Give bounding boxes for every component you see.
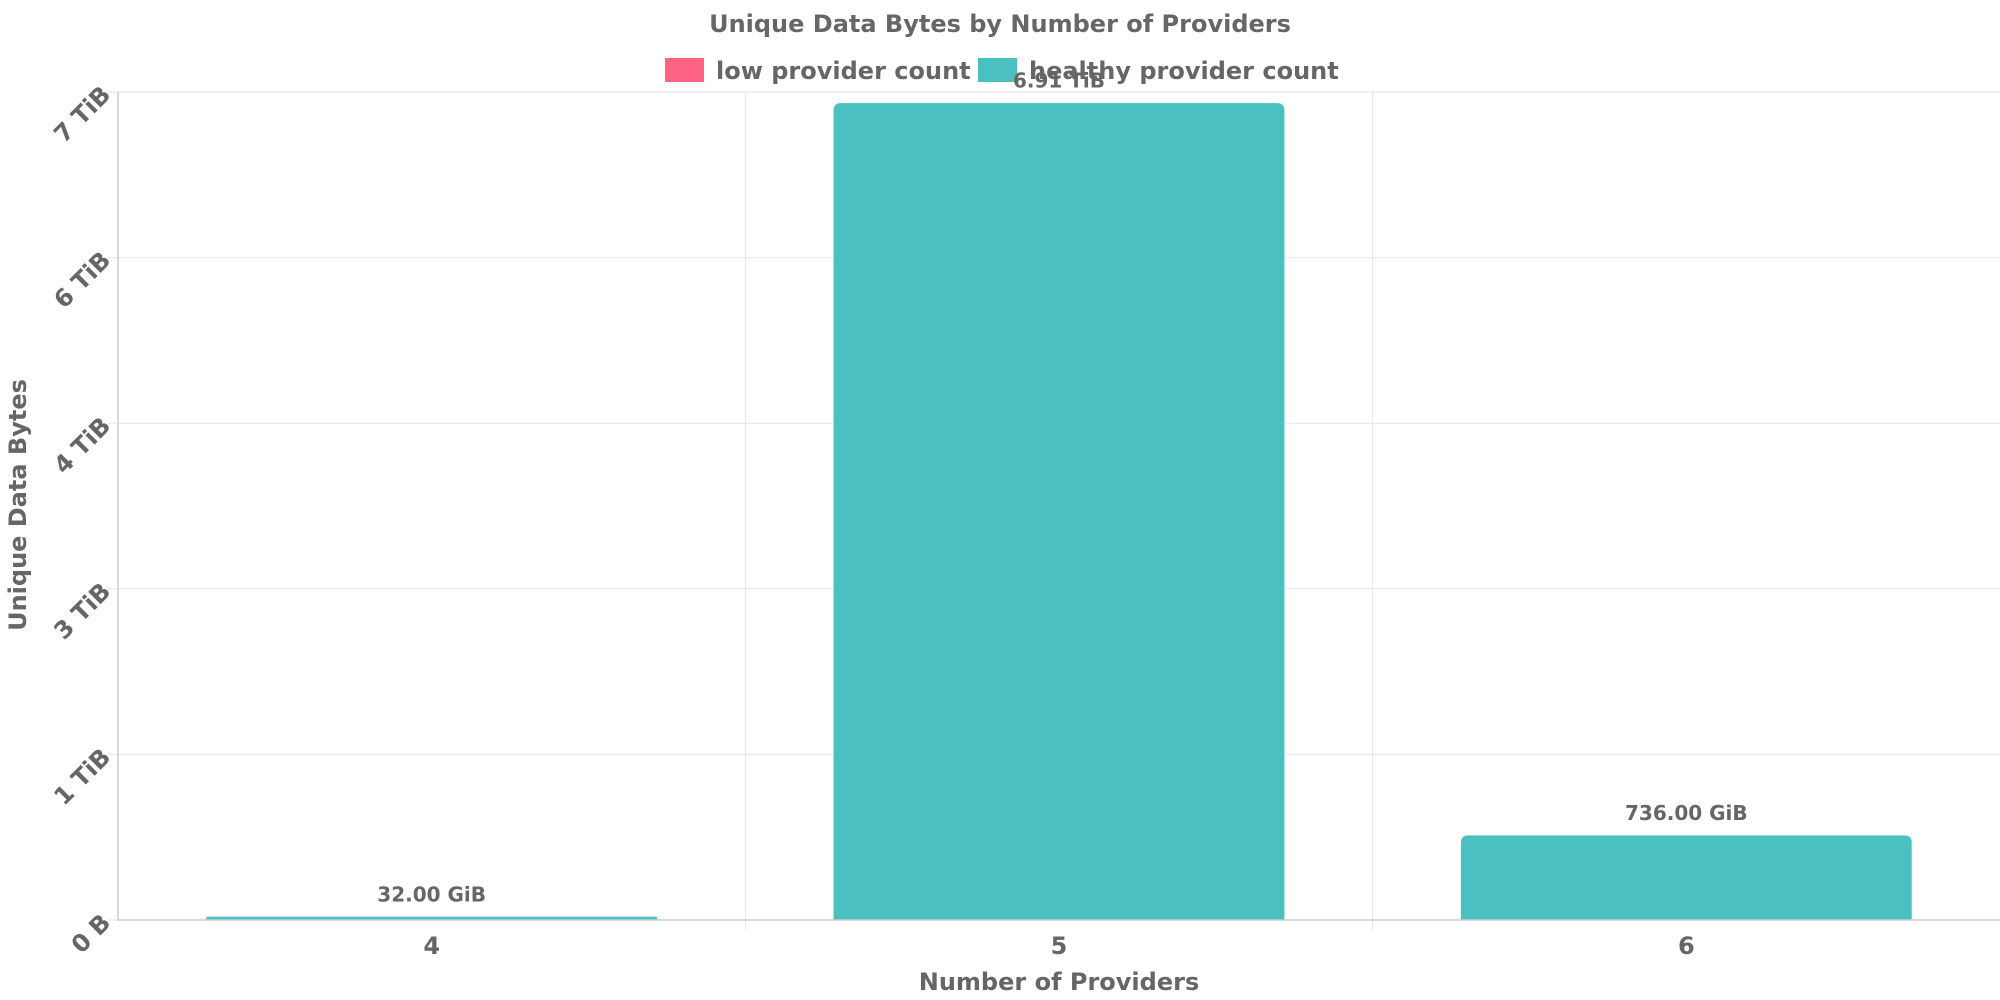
y-tick-label: 4 TiB (48, 412, 116, 480)
y-tick-label: 6 TiB (48, 246, 116, 314)
y-tick-label: 1 TiB (48, 743, 116, 811)
y-axis-title: Unique Data Bytes (4, 379, 32, 631)
legend-swatch-healthy[interactable] (978, 58, 1017, 82)
y-tick-label: 0 B (66, 908, 116, 958)
bar (1459, 834, 1913, 921)
chart-title: Unique Data Bytes by Number of Providers (709, 10, 1291, 38)
legend: low provider count healthy provider coun… (665, 57, 1339, 85)
y-tick-label: 3 TiB (48, 577, 116, 645)
legend-label-healthy[interactable]: healthy provider count (1029, 57, 1339, 85)
data-label: 6.91 TiB (1013, 69, 1105, 93)
y-tick-label: 7 TiB (48, 80, 116, 148)
data-label: 32.00 GiB (377, 882, 486, 906)
data-labels: 32.00 GiB 6.91 TiB 736.00 GiB (377, 69, 1747, 907)
axes (117, 92, 2000, 921)
legend-swatch-low[interactable] (665, 58, 704, 82)
x-tick-label: 5 (1051, 932, 1068, 960)
data-label: 736.00 GiB (1625, 801, 1748, 825)
bars (205, 102, 1913, 921)
bar (832, 102, 1286, 921)
x-tick-label: 4 (423, 932, 440, 960)
x-axis-title: Number of Providers (919, 968, 1199, 996)
legend-label-low[interactable]: low provider count (716, 57, 971, 85)
x-tick-label: 6 (1678, 932, 1695, 960)
bar (205, 915, 659, 921)
